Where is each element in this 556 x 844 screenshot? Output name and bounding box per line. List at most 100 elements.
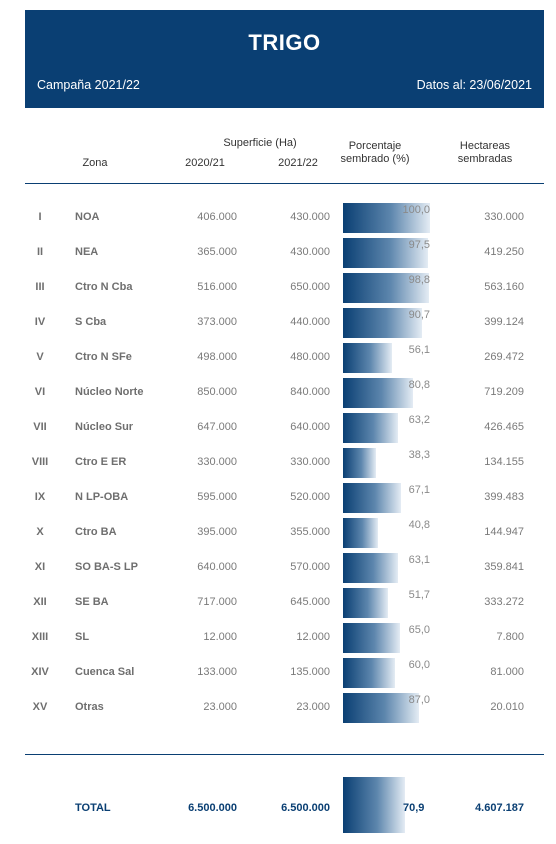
surface-2020: 330.000 xyxy=(197,456,237,468)
surface-2021: 430.000 xyxy=(290,211,330,223)
zone-name: N LP-OBA xyxy=(75,491,129,503)
year-2021-header: 2021/22 xyxy=(278,157,318,169)
percent-header-line1: Porcentaje xyxy=(348,140,402,152)
percent-value: 63,1 xyxy=(408,554,430,566)
hectares-sown: 419.250 xyxy=(484,246,524,258)
surface-2020: 395.000 xyxy=(197,526,237,538)
hectares-sown: 20.010 xyxy=(490,701,524,713)
zone-number: XIII xyxy=(31,631,49,643)
percent-bar xyxy=(343,658,396,688)
hectares-header-line2: sembradas xyxy=(457,153,513,165)
zone-number: III xyxy=(35,281,45,293)
surface-2020: 23.000 xyxy=(203,701,237,713)
surface-2021: 650.000 xyxy=(290,281,330,293)
percent-value: 80,8 xyxy=(408,379,430,391)
table-row: XI SO BA-S LP 640.000 570.000 63,1 359.841 xyxy=(25,553,544,583)
surface-2020: 406.000 xyxy=(197,211,237,223)
zone-header: Zona xyxy=(82,157,108,169)
percent-cell: 87,0 xyxy=(343,693,430,723)
zone-name: Cuenca Sal xyxy=(75,666,135,678)
hectares-sown: 330.000 xyxy=(484,211,524,223)
zone-number: XV xyxy=(32,701,48,713)
zone-number: IV xyxy=(34,316,46,328)
surface-2020: 647.000 xyxy=(197,421,237,433)
hectares-sown: 426.465 xyxy=(484,421,524,433)
percent-cell: 38,3 xyxy=(343,448,430,478)
percent-cell: 97,5 xyxy=(343,238,430,268)
surface-2020: 133.000 xyxy=(197,666,237,678)
total-percent-bar xyxy=(343,777,405,833)
surface-2021: 645.000 xyxy=(290,596,330,608)
table-row: VII Núcleo Sur 647.000 640.000 63,2 426.465 xyxy=(25,413,544,443)
surface-2021: 640.000 xyxy=(290,421,330,433)
percent-bar xyxy=(343,343,392,373)
hectares-sown: 399.483 xyxy=(484,491,524,503)
surface-2021: 12.000 xyxy=(296,631,330,643)
percent-bar xyxy=(343,693,419,723)
percent-bar xyxy=(343,448,377,478)
surface-2020: 373.000 xyxy=(197,316,237,328)
zone-number: VI xyxy=(34,386,46,398)
zone-number: VII xyxy=(33,421,47,433)
hectares-header-line1: Hectareas xyxy=(459,140,511,152)
percent-cell: 60,0 xyxy=(343,658,430,688)
total-divider xyxy=(25,754,544,755)
table-row: XII SE BA 717.000 645.000 51,7 333.272 xyxy=(25,588,544,618)
campaign-label: Campaña 2021/22 xyxy=(37,78,140,92)
table-row: I NOA 406.000 430.000 100,0 330.000 xyxy=(25,203,544,233)
zone-name: SO BA-S LP xyxy=(75,561,138,573)
zone-name: Núcleo Sur xyxy=(75,421,134,433)
zone-number: IX xyxy=(34,491,46,503)
surface-2020: 850.000 xyxy=(197,386,237,398)
percent-cell: 67,1 xyxy=(343,483,430,513)
percent-cell: 98,8 xyxy=(343,273,430,303)
percent-cell: 100,0 xyxy=(343,203,430,233)
percent-bar xyxy=(343,413,398,443)
total-2020: 6.500.000 xyxy=(188,802,237,814)
percent-value: 65,0 xyxy=(408,624,430,636)
hectares-sown: 333.272 xyxy=(484,596,524,608)
total-row: TOTAL 6.500.000 6.500.000 70,9 4.607.187 xyxy=(25,777,544,833)
percent-cell: 80,8 xyxy=(343,378,430,408)
zone-number: I xyxy=(38,211,42,223)
hectares-sown: 134.155 xyxy=(484,456,524,468)
surface-2021: 520.000 xyxy=(290,491,330,503)
surface-2020: 498.000 xyxy=(197,351,237,363)
percent-value: 90,7 xyxy=(408,309,430,321)
hectares-sown: 399.124 xyxy=(484,316,524,328)
percent-value: 56,1 xyxy=(408,344,430,356)
percent-value: 63,2 xyxy=(408,414,430,426)
percent-bar xyxy=(343,518,379,548)
table-row: X Ctro BA 395.000 355.000 40,8 144.947 xyxy=(25,518,544,548)
hectares-sown: 719.209 xyxy=(484,386,524,398)
percent-bar xyxy=(343,553,398,583)
percent-bar xyxy=(343,308,422,338)
percent-value: 38,3 xyxy=(408,449,430,461)
percent-cell: 63,1 xyxy=(343,553,430,583)
zone-number: VIII xyxy=(31,456,49,468)
hectares-sown: 81.000 xyxy=(490,666,524,678)
hectares-sown: 563.160 xyxy=(484,281,524,293)
hectares-sown: 7.800 xyxy=(496,631,524,643)
zone-name: SE BA xyxy=(75,596,109,608)
percent-value: 40,8 xyxy=(408,519,430,531)
zone-name: Ctro N SFe xyxy=(75,351,132,363)
table-row: V Ctro N SFe 498.000 480.000 56,1 269.472 xyxy=(25,343,544,373)
hectares-sown: 269.472 xyxy=(484,351,524,363)
percent-cell: 90,7 xyxy=(343,308,430,338)
total-2021: 6.500.000 xyxy=(281,802,330,814)
surface-2020: 717.000 xyxy=(197,596,237,608)
table-row: IV S Cba 373.000 440.000 90,7 399.124 xyxy=(25,308,544,338)
surface-2021: 330.000 xyxy=(290,456,330,468)
percent-value: 97,5 xyxy=(408,239,430,251)
table-row: XIII SL 12.000 12.000 65,0 7.800 xyxy=(25,623,544,653)
total-label: TOTAL xyxy=(75,802,111,814)
zone-number: V xyxy=(36,351,44,363)
zone-number: II xyxy=(36,246,44,258)
percent-bar xyxy=(343,623,400,653)
surface-2021: 430.000 xyxy=(290,246,330,258)
table-row: IX N LP-OBA 595.000 520.000 67,1 399.483 xyxy=(25,483,544,513)
table-row: III Ctro N Cba 516.000 650.000 98,8 563.160 xyxy=(25,273,544,303)
percent-value: 51,7 xyxy=(408,589,430,601)
surface-2021: 355.000 xyxy=(290,526,330,538)
